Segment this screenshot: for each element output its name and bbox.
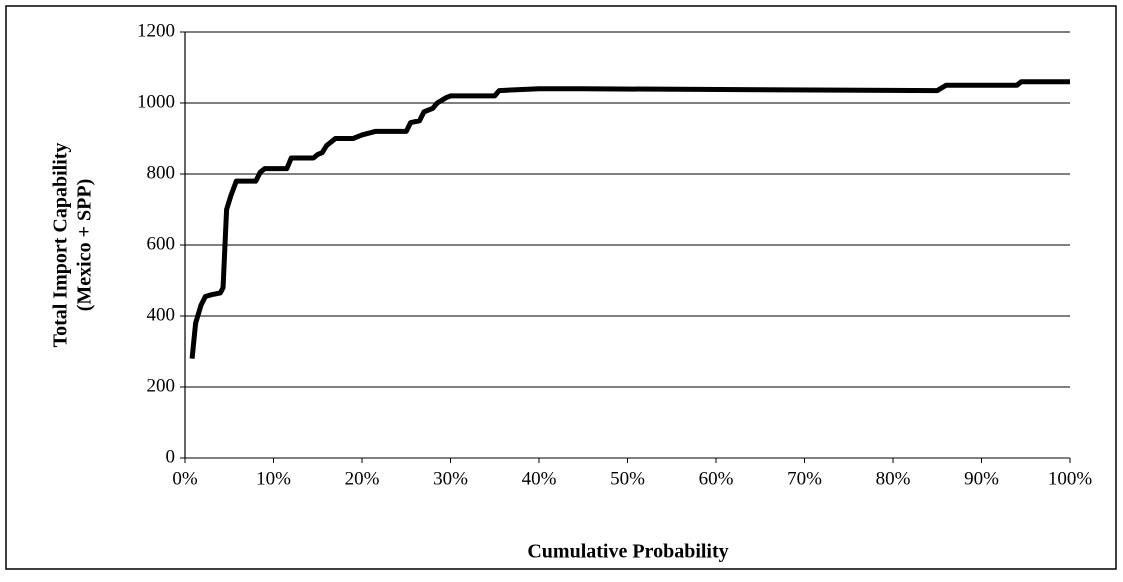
x-tick-label: 90% [964,468,999,489]
y-tick-label: 400 [147,304,176,325]
chart-border [5,5,1117,570]
data-line [189,79,1070,359]
x-tick-label: 80% [876,468,911,489]
y-tick-label: 600 [147,233,176,254]
x-tick-label: 20% [345,468,380,489]
y-tick-label: 800 [147,162,176,183]
x-tick-label: 60% [699,468,734,489]
y-tick-label: 1200 [137,20,175,41]
x-tick-label: 40% [522,468,557,489]
x-tick-label: 10% [256,468,291,489]
x-tick-label: 0% [172,468,198,489]
x-tick-label: 50% [610,468,645,489]
y-axis-label: Total Import Capability [50,143,72,348]
y-tick-label: 200 [147,375,176,396]
x-tick-label: 30% [433,468,468,489]
x-axis-label: Cumulative Probability [527,541,728,563]
x-tick-label: 70% [787,468,822,489]
y-tick-label: 1000 [137,91,175,112]
y-tick-label: 0 [166,446,176,467]
x-tick-label: 100% [1048,468,1093,489]
y-axis-label: (Mexico + SPP) [74,179,96,311]
